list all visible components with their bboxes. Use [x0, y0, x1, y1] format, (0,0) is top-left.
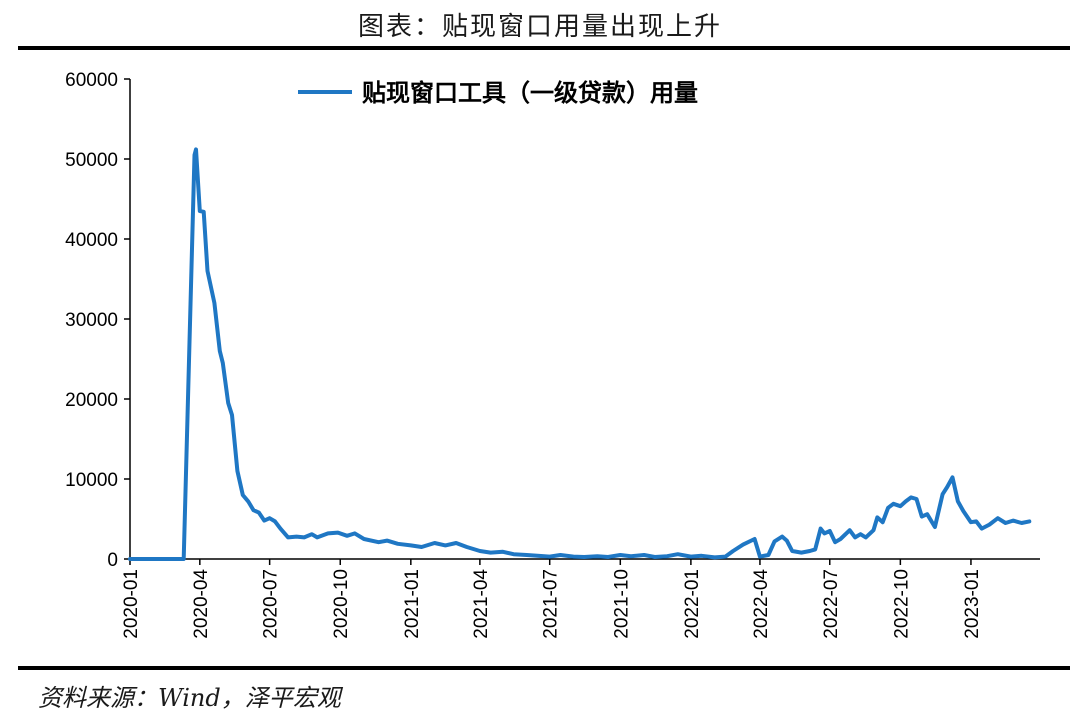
y-tick-label: 10000 [65, 470, 118, 491]
y-tick-label: 20000 [65, 390, 118, 411]
x-tick-label: 2022-07 [821, 569, 842, 639]
x-tick-label: 2020-04 [191, 569, 212, 639]
x-tick-label: 2020-01 [121, 569, 142, 639]
x-tick-label: 2021-10 [611, 569, 632, 639]
top-rule [18, 46, 1070, 50]
chart-axes [129, 79, 1040, 560]
legend: 贴现窗口工具（一级贷款）用量 [298, 79, 698, 107]
x-tick-label: 2021-04 [471, 569, 492, 639]
x-tick-label: 2023-01 [962, 569, 983, 639]
y-tick-label: 40000 [65, 230, 118, 251]
source-note: 资料来源：Wind，泽平宏观 [38, 684, 341, 712]
bottom-rule [18, 666, 1070, 670]
x-tick-label: 2020-07 [261, 569, 282, 639]
y-tick-label: 50000 [65, 150, 118, 171]
x-tick-label: 2021-07 [541, 569, 562, 639]
y-axis-ticks: 0 10000 20000 30000 40000 50000 60000 [65, 70, 130, 571]
y-tick-label: 0 [107, 550, 118, 571]
x-tick-label: 2020-10 [331, 569, 352, 639]
chart-title: 图表：贴现窗口用量出现上升 [357, 12, 722, 42]
series-line-discount-window [128, 147, 1032, 561]
y-tick-label: 30000 [65, 310, 118, 331]
legend-label: 贴现窗口工具（一级贷款）用量 [362, 79, 698, 107]
x-tick-label: 2021-01 [402, 569, 423, 639]
x-tick-label: 2022-01 [682, 569, 703, 639]
x-tick-label: 2022-10 [891, 569, 912, 639]
x-tick-label: 2022-04 [751, 569, 772, 639]
y-tick-label: 60000 [65, 70, 118, 91]
x-axis-ticks: 2020-01 2020-04 2020-07 2020-10 2021-01 2021-… [121, 559, 983, 639]
